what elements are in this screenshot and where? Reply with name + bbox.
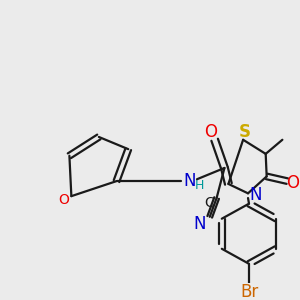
Text: H: H (194, 179, 204, 192)
Text: C: C (204, 196, 214, 210)
Text: N: N (194, 215, 206, 233)
Text: O: O (58, 193, 69, 207)
Text: S: S (239, 123, 251, 141)
Text: N: N (250, 186, 262, 204)
Text: Br: Br (240, 283, 258, 300)
Text: N: N (183, 172, 195, 190)
Text: O: O (286, 174, 299, 192)
Text: O: O (204, 123, 217, 141)
